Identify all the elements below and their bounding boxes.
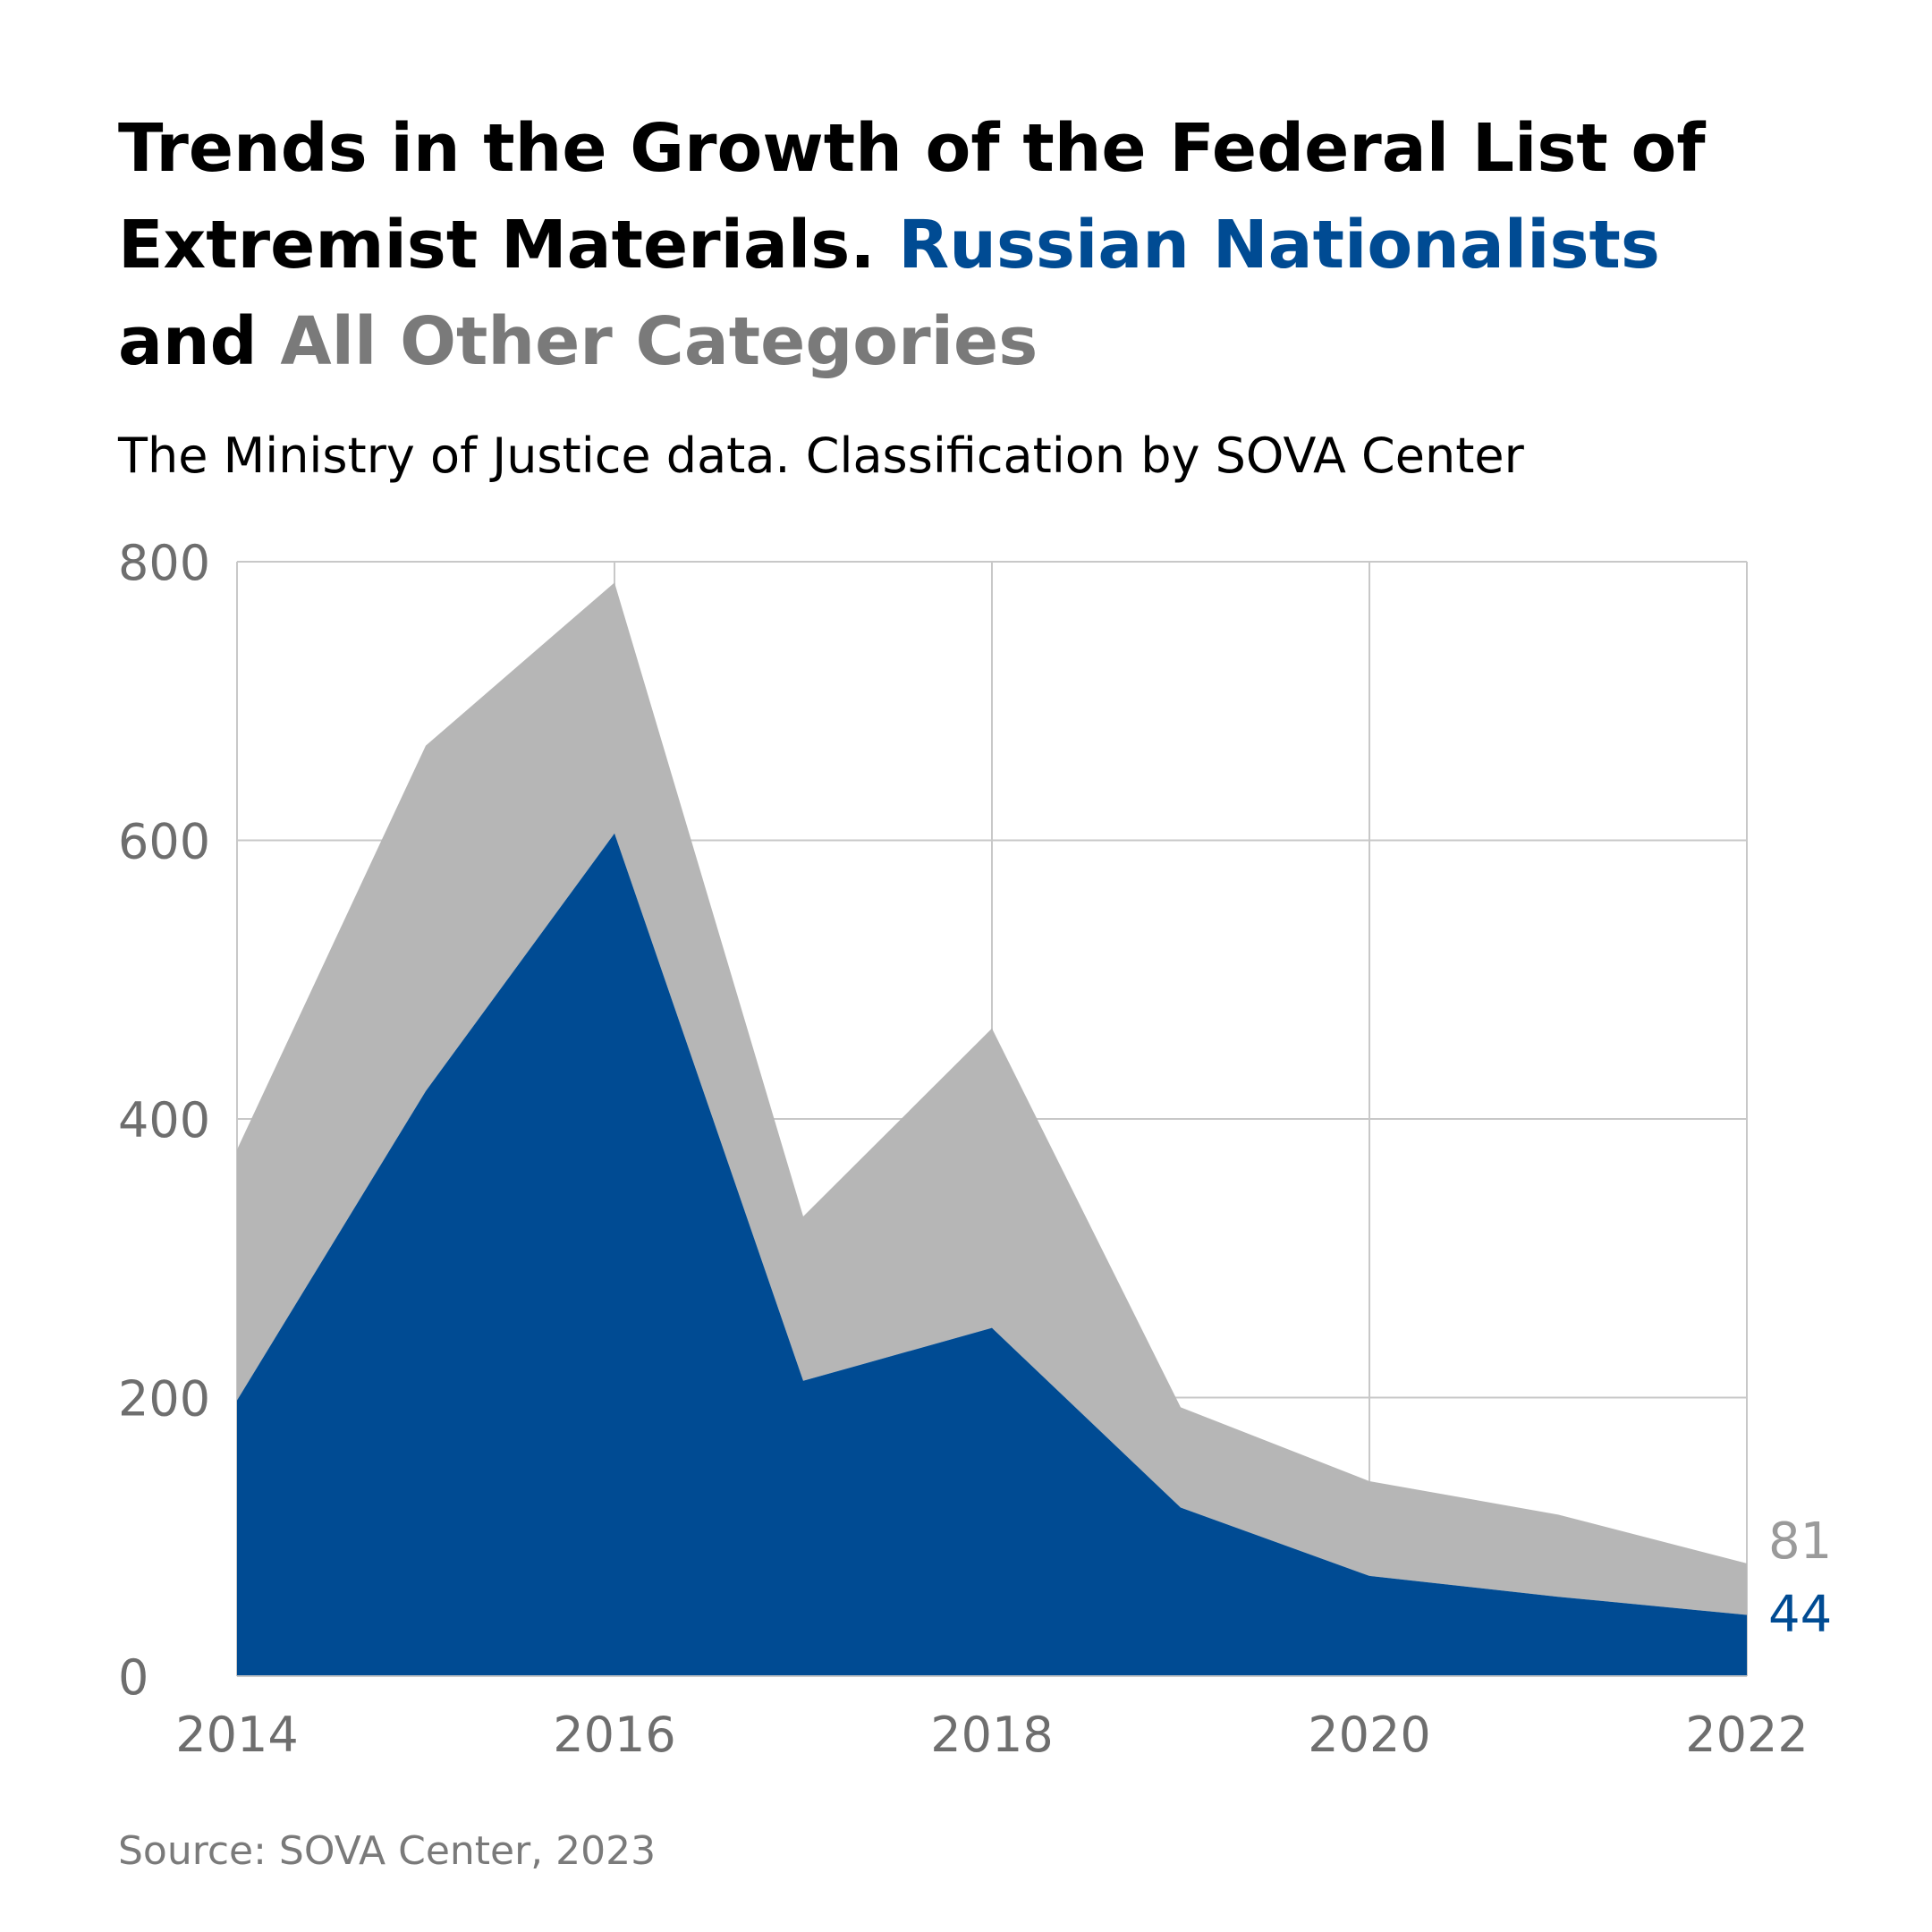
x-tick-label-2014: 2014 <box>175 1707 298 1763</box>
y-tick-label-400: 400 <box>118 1092 210 1148</box>
title-connector: and <box>118 303 258 380</box>
chart-subtitle: The Ministry of Justice data. Classifica… <box>118 428 1524 484</box>
area-other-categories <box>237 582 1747 1615</box>
area-russian-nationalists <box>237 833 1747 1676</box>
x-tick-label-2020: 2020 <box>1308 1707 1430 1763</box>
title-main: Trends in the Growth of the Federal List… <box>118 110 1706 284</box>
end-label-total: 81 <box>1768 1513 1832 1571</box>
source-note: Source: SOVA Center, 2023 <box>118 1828 657 1874</box>
y-tick-label-200: 200 <box>118 1371 210 1428</box>
end-label-nationalists: 44 <box>1768 1585 1832 1643</box>
title-highlight-other: All Other Categories <box>280 303 1038 380</box>
y-tick-label-800: 800 <box>118 535 210 591</box>
areas <box>237 582 1747 1676</box>
x-tick-label-2018: 2018 <box>930 1707 1053 1763</box>
title-highlight-nationalists: Russian Nationalists <box>898 207 1660 284</box>
x-tick-label-2016: 2016 <box>553 1707 675 1763</box>
chart-title: Trends in the Growth of the Federal List… <box>118 100 1818 390</box>
axes: 0 200 400 600 800 2014 2016 2018 2020 2022 <box>118 535 1809 1763</box>
y-tick-label-600: 600 <box>118 814 210 870</box>
y-tick-label-0: 0 <box>118 1649 148 1706</box>
x-tick-label-2022: 2022 <box>1685 1707 1808 1763</box>
